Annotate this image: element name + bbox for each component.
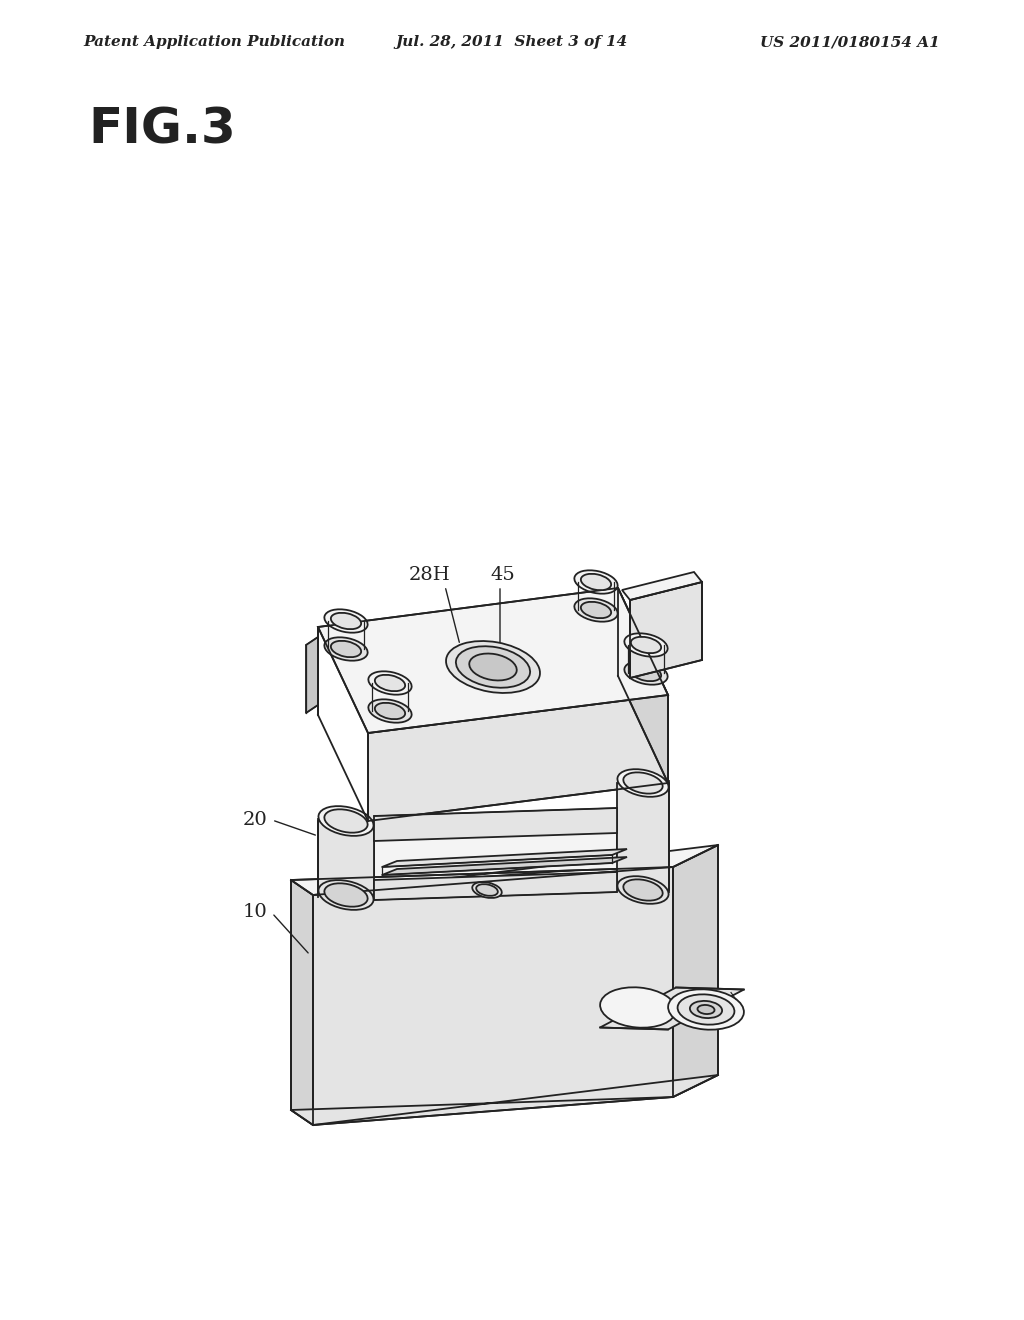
Polygon shape — [600, 987, 744, 1030]
Ellipse shape — [697, 1005, 715, 1014]
Polygon shape — [622, 572, 702, 601]
Polygon shape — [374, 818, 617, 884]
Ellipse shape — [624, 772, 663, 793]
Text: 28H: 28H — [410, 566, 451, 583]
Ellipse shape — [331, 612, 361, 630]
Ellipse shape — [375, 675, 406, 692]
Polygon shape — [382, 849, 627, 867]
Ellipse shape — [325, 809, 368, 833]
Ellipse shape — [325, 610, 368, 632]
Polygon shape — [618, 587, 668, 783]
Ellipse shape — [581, 602, 611, 618]
Ellipse shape — [678, 994, 734, 1024]
Text: 10: 10 — [243, 903, 267, 921]
Ellipse shape — [581, 574, 611, 590]
Text: US 2011/0180154 A1: US 2011/0180154 A1 — [760, 36, 940, 49]
Polygon shape — [318, 821, 374, 895]
Polygon shape — [673, 845, 718, 1097]
Ellipse shape — [690, 1001, 722, 1018]
Polygon shape — [630, 582, 702, 678]
Ellipse shape — [625, 661, 668, 685]
Ellipse shape — [369, 672, 412, 694]
Ellipse shape — [600, 987, 676, 1028]
Polygon shape — [382, 857, 627, 875]
Ellipse shape — [574, 598, 617, 622]
Ellipse shape — [325, 883, 368, 907]
Ellipse shape — [617, 876, 669, 904]
Ellipse shape — [631, 636, 662, 653]
Polygon shape — [617, 783, 669, 890]
Ellipse shape — [574, 570, 617, 594]
Ellipse shape — [456, 647, 530, 688]
Polygon shape — [318, 587, 668, 733]
Text: Patent Application Publication: Patent Application Publication — [83, 36, 345, 49]
Polygon shape — [368, 696, 668, 821]
Ellipse shape — [325, 638, 368, 661]
Ellipse shape — [469, 653, 517, 681]
Polygon shape — [313, 867, 673, 1125]
Ellipse shape — [375, 702, 406, 719]
Polygon shape — [306, 638, 318, 713]
Polygon shape — [291, 880, 313, 1125]
Polygon shape — [374, 873, 617, 900]
Ellipse shape — [624, 879, 663, 900]
Ellipse shape — [331, 640, 361, 657]
Text: Jul. 28, 2011  Sheet 3 of 14: Jul. 28, 2011 Sheet 3 of 14 — [396, 36, 628, 49]
Ellipse shape — [369, 700, 412, 722]
Ellipse shape — [631, 665, 662, 681]
Ellipse shape — [625, 634, 668, 656]
Ellipse shape — [476, 884, 498, 896]
Ellipse shape — [318, 807, 374, 836]
Polygon shape — [374, 808, 617, 841]
Text: 20: 20 — [243, 810, 267, 829]
Polygon shape — [291, 845, 718, 895]
Ellipse shape — [668, 989, 743, 1030]
Text: 45: 45 — [490, 566, 515, 583]
Ellipse shape — [617, 770, 669, 797]
Polygon shape — [291, 1074, 718, 1125]
Ellipse shape — [318, 880, 374, 909]
Ellipse shape — [446, 642, 540, 693]
Text: FIG.3: FIG.3 — [88, 106, 236, 153]
Ellipse shape — [472, 882, 502, 898]
